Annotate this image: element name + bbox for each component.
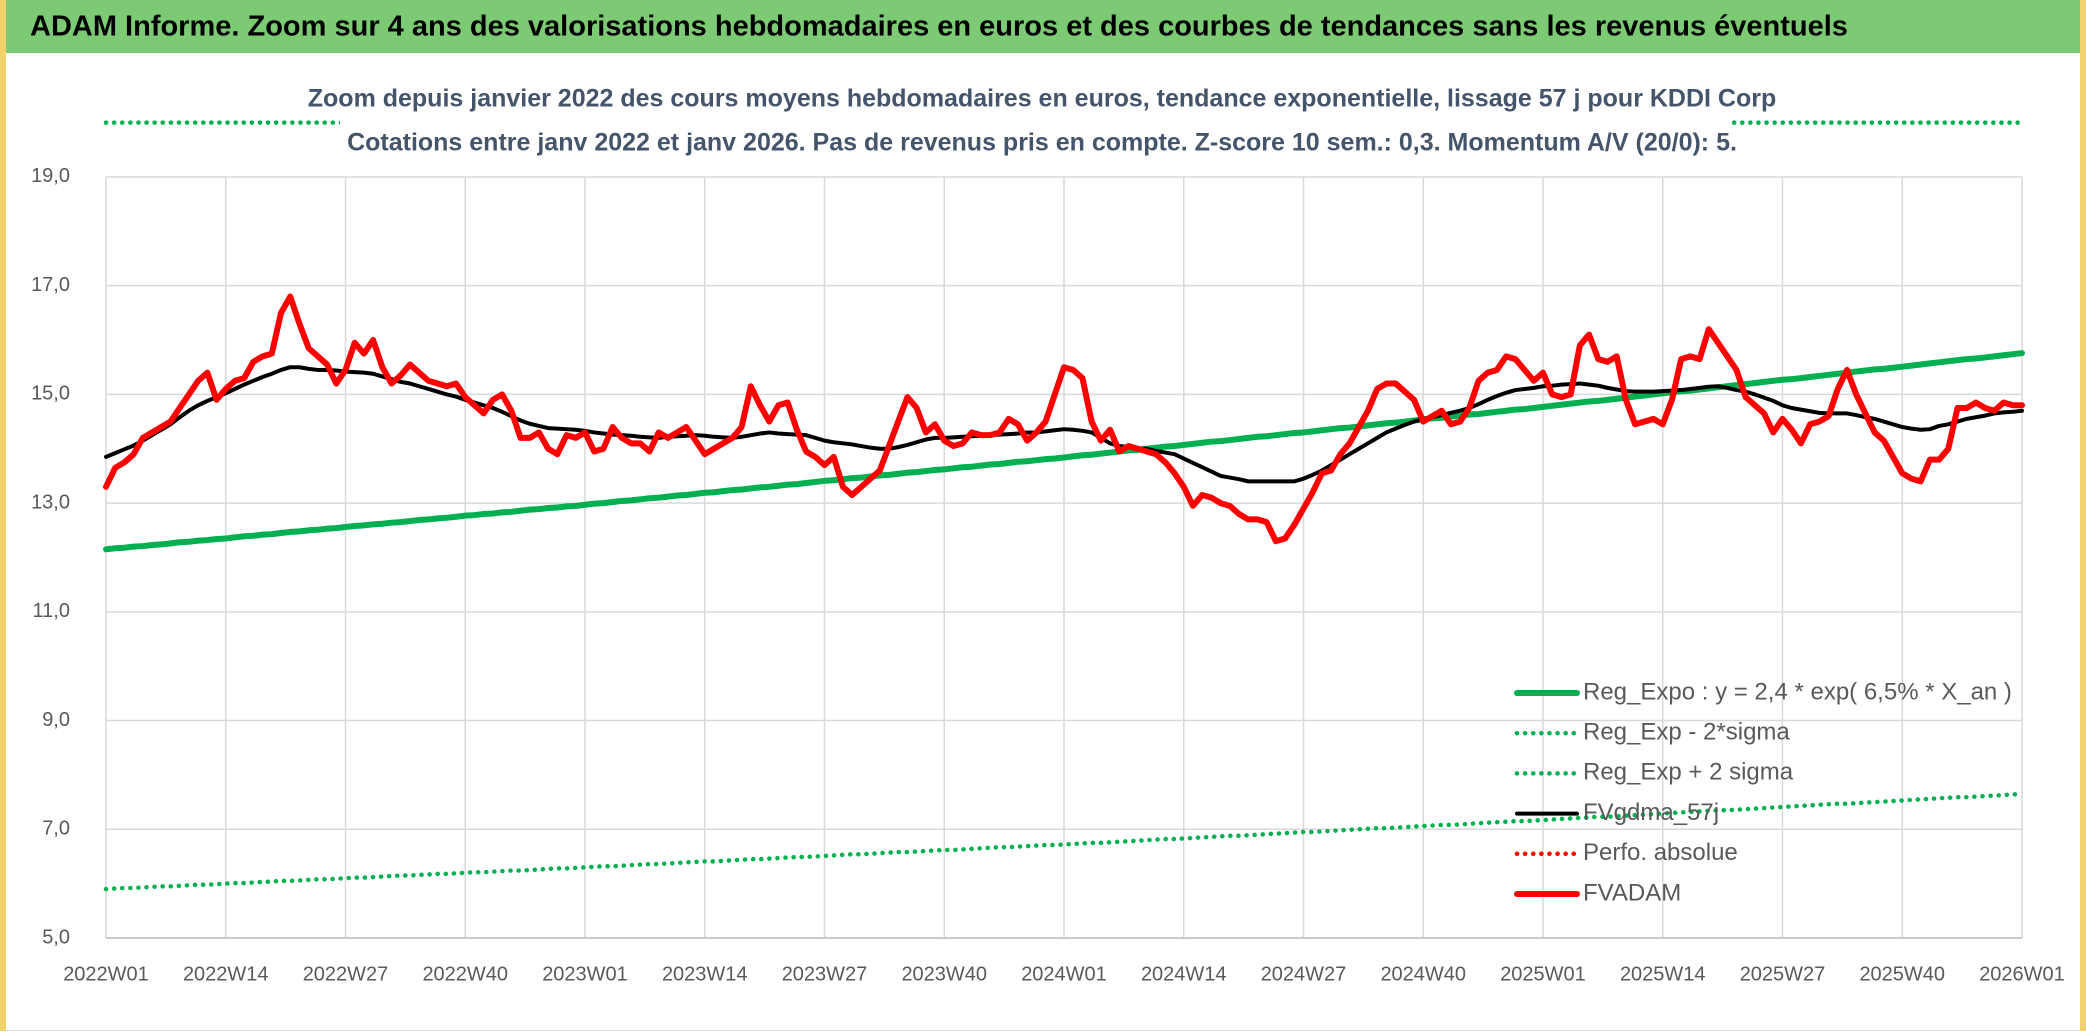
x-tick-label: 2024W27: [1261, 963, 1347, 985]
x-tick-label: 2025W01: [1500, 963, 1586, 985]
left-edge: [0, 0, 6, 1031]
right-edge: [2080, 0, 2086, 1031]
axes: 5,0 7,0 9,0 11,0 13,0 15,0 17,0 19,0 2022W01 2022…: [31, 165, 2065, 985]
x-tick-label: 2024W14: [1141, 963, 1227, 985]
y-tick-label: 17,0: [31, 274, 70, 296]
chart-title: Zoom depuis janvier 2022 des cours moyen…: [308, 85, 1777, 113]
x-tick-label: 2025W40: [1859, 963, 1945, 985]
x-tick-label: 2022W01: [63, 963, 149, 985]
x-tick-label: 2024W40: [1380, 963, 1466, 985]
legend-label: Reg_Exp + 2 sigma: [1583, 759, 1794, 786]
x-tick-label: 2026W01: [1979, 963, 2065, 985]
x-tick-label: 2023W27: [782, 963, 868, 985]
legend-label: FVgdma_57j: [1583, 799, 1719, 826]
chart-subtitle: Cotations entre janv 2022 et janv 2026. …: [347, 129, 1737, 157]
x-tick-label: 2023W14: [662, 963, 748, 985]
y-tick-label: 5,0: [42, 926, 70, 948]
y-tick-label: 11,0: [33, 600, 70, 622]
header-title: ADAM Informe. Zoom sur 4 ans des valoris…: [30, 11, 1848, 43]
legend-label: Reg_Exp - 2*sigma: [1583, 719, 1790, 746]
x-tick-label: 2023W01: [542, 963, 628, 985]
y-tick-label: 9,0: [42, 709, 70, 731]
series-line: [104, 365, 2024, 484]
x-tick-label: 2024W01: [1021, 963, 1107, 985]
x-tick-label: 2022W40: [422, 963, 508, 985]
y-tick-label: 7,0: [42, 818, 70, 840]
header-bar: [6, 0, 2080, 53]
x-tick-label: 2022W27: [303, 963, 389, 985]
legend-label: FVADAM: [1583, 879, 1681, 906]
grid: [105, 176, 2023, 939]
x-tick-label: 2025W14: [1620, 963, 1706, 985]
y-tick-label: 15,0: [31, 383, 70, 405]
x-tick-label: 2023W40: [901, 963, 987, 985]
legend-label: Reg_Expo : y = 2,4 * exp( 6,5% * X_an ): [1583, 678, 2012, 705]
x-tick-label: 2025W27: [1740, 963, 1826, 985]
legend: Reg_Expo : y = 2,4 * exp( 6,5% * X_an ) R…: [1514, 678, 2012, 906]
x-tick-label: 2022W14: [183, 963, 269, 985]
y-tick-label: 13,0: [31, 491, 70, 513]
series-line: [103, 293, 2025, 545]
y-tick-label: 19,0: [31, 165, 70, 187]
title-box: [340, 78, 1732, 168]
legend-label: Perfo. absolue: [1583, 839, 1738, 866]
